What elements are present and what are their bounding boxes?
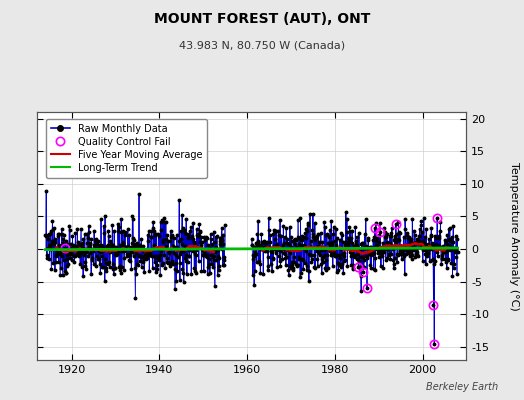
Text: MOUNT FOREST (AUT), ONT: MOUNT FOREST (AUT), ONT — [154, 12, 370, 26]
Y-axis label: Temperature Anomaly (°C): Temperature Anomaly (°C) — [509, 162, 519, 310]
Legend: Raw Monthly Data, Quality Control Fail, Five Year Moving Average, Long-Term Tren: Raw Monthly Data, Quality Control Fail, … — [46, 119, 208, 178]
Text: Berkeley Earth: Berkeley Earth — [425, 382, 498, 392]
Text: 43.983 N, 80.750 W (Canada): 43.983 N, 80.750 W (Canada) — [179, 40, 345, 50]
